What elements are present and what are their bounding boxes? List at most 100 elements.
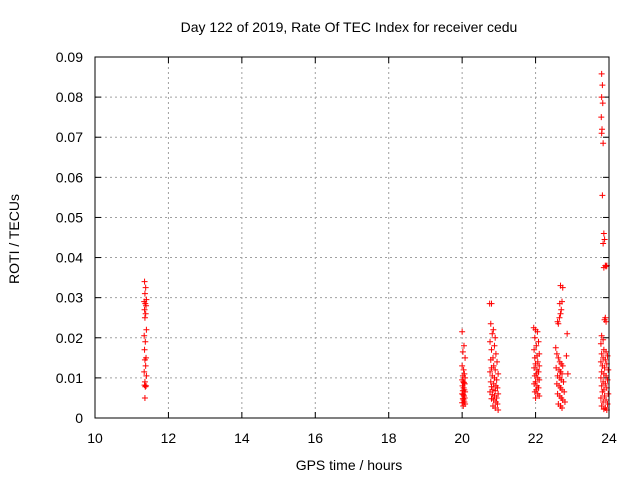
data-point	[555, 354, 562, 361]
data-point	[603, 348, 610, 355]
data-point	[141, 306, 148, 313]
data-point	[553, 350, 560, 357]
data-point	[488, 383, 495, 390]
data-point	[601, 392, 608, 399]
data-point	[495, 390, 502, 397]
data-point	[532, 394, 539, 401]
data-point	[487, 368, 494, 375]
data-point	[492, 387, 499, 394]
data-point	[602, 356, 609, 363]
data-point	[604, 352, 611, 359]
y-tick-label: 0.03	[56, 290, 83, 306]
data-points	[141, 70, 612, 413]
data-point	[143, 326, 150, 333]
data-point	[531, 334, 538, 341]
data-point	[492, 334, 499, 341]
data-point	[597, 340, 604, 347]
data-point	[487, 356, 494, 363]
x-tick-label: 14	[234, 430, 250, 446]
data-point	[492, 366, 499, 373]
data-point	[552, 344, 559, 351]
data-point	[561, 388, 568, 395]
data-point	[460, 402, 467, 409]
y-tick-label: 0.07	[56, 129, 83, 145]
data-point	[559, 370, 566, 377]
data-point	[605, 366, 612, 373]
data-point	[487, 338, 494, 345]
data-point	[600, 140, 607, 147]
data-point	[459, 395, 466, 402]
data-point	[598, 402, 605, 409]
data-point	[598, 130, 605, 137]
data-point	[598, 94, 605, 101]
data-point	[141, 368, 148, 375]
y-tick-label: 0.02	[56, 330, 83, 346]
data-point	[598, 114, 605, 121]
data-point	[598, 70, 605, 77]
y-tick-label: 0.01	[56, 370, 83, 386]
data-point	[563, 352, 570, 359]
data-point	[143, 302, 150, 309]
x-tick-label: 10	[87, 430, 103, 446]
data-point	[601, 236, 608, 243]
data-point	[559, 298, 566, 305]
x-tick-label: 12	[161, 430, 177, 446]
data-point	[600, 406, 607, 413]
data-point	[536, 376, 543, 383]
data-point	[603, 318, 610, 325]
data-point	[488, 346, 495, 353]
data-point	[600, 240, 607, 247]
data-point	[599, 82, 606, 89]
data-point	[489, 330, 496, 337]
data-point	[559, 404, 566, 411]
data-point	[601, 364, 608, 371]
data-point	[531, 346, 538, 353]
data-point	[533, 342, 540, 349]
data-point	[487, 320, 494, 327]
data-point	[141, 346, 148, 353]
x-tick-label: 20	[454, 430, 470, 446]
y-tick-label: 0.09	[56, 49, 83, 65]
x-axis-label: GPS time / hours	[296, 457, 403, 473]
data-point	[142, 310, 149, 317]
data-point	[561, 398, 568, 405]
x-tick-label: 18	[381, 430, 397, 446]
data-point	[459, 328, 466, 335]
data-point	[564, 330, 571, 337]
data-point	[604, 376, 611, 383]
data-point	[495, 406, 502, 413]
data-point	[141, 314, 148, 321]
data-point	[488, 364, 495, 371]
data-point	[141, 332, 148, 339]
data-point	[598, 382, 605, 389]
data-point	[494, 358, 501, 365]
chart-title: Day 122 of 2019, Rate Of TEC Index for r…	[181, 19, 518, 35]
tick-labels: 10 12 14 16 18 20 22 24 0 0.01 0.02 0.03 0.04 0.05 0.0…	[56, 49, 617, 446]
data-point	[597, 374, 604, 381]
data-point	[604, 400, 611, 407]
data-point	[599, 100, 606, 107]
data-point	[143, 372, 150, 379]
y-tick-label: 0.05	[56, 209, 83, 225]
data-point	[602, 380, 609, 387]
data-point	[536, 362, 543, 369]
data-point	[564, 370, 571, 377]
data-point	[605, 390, 612, 397]
y-tick-label: 0	[75, 410, 83, 426]
data-point	[142, 362, 149, 369]
y-tick-label: 0.06	[56, 169, 83, 185]
data-point	[488, 300, 495, 307]
data-point	[460, 342, 467, 349]
data-point	[493, 376, 500, 383]
y-tick-label: 0.04	[56, 250, 83, 266]
data-point	[459, 362, 466, 369]
data-point	[141, 290, 148, 297]
data-point	[603, 372, 610, 379]
data-point	[490, 326, 497, 333]
data-point	[141, 278, 148, 285]
x-tick-label: 22	[528, 430, 544, 446]
data-point	[460, 366, 467, 373]
data-point	[532, 360, 539, 367]
